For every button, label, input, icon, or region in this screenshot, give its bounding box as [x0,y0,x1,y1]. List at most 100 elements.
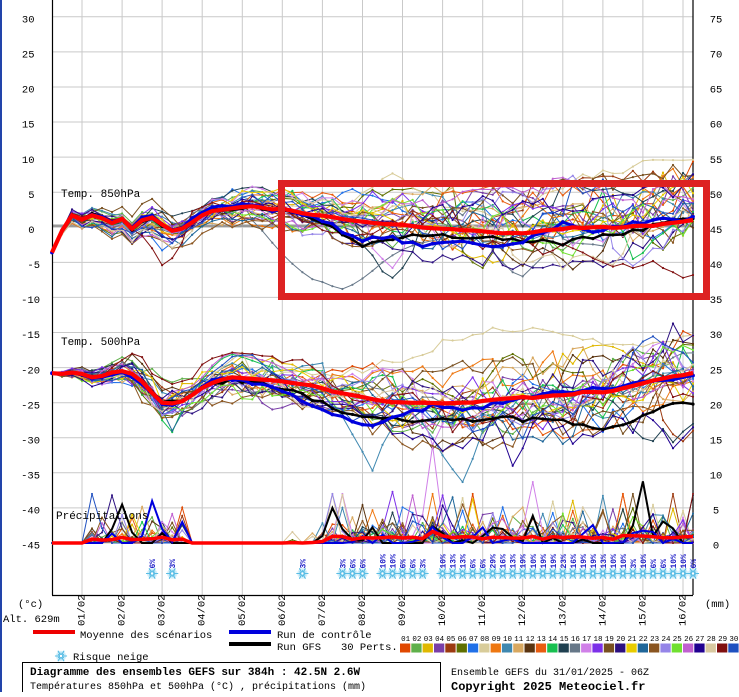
svg-text:19%: 19% [590,554,599,569]
svg-text:-5: -5 [27,260,40,272]
svg-text:09: 09 [492,636,501,644]
svg-text:6%: 6% [410,559,419,569]
svg-text:Temp. 850hPa: Temp. 850hPa [61,189,141,201]
svg-text:29: 29 [718,636,727,644]
svg-text:-30: -30 [21,436,40,448]
svg-text:07: 07 [469,636,478,644]
svg-text:26: 26 [684,636,694,644]
svg-text:02/02: 02/02 [117,594,129,626]
svg-text:15: 15 [22,120,35,132]
svg-text:3%: 3% [169,559,178,569]
svg-text:22: 22 [639,636,648,644]
svg-text:27: 27 [695,636,704,644]
svg-text:19%: 19% [540,554,549,569]
svg-text:-10: -10 [21,295,40,307]
svg-text:-45: -45 [21,541,40,553]
svg-text:16%: 16% [500,554,509,569]
svg-text:20: 20 [710,400,723,412]
svg-text:06/02: 06/02 [277,594,289,626]
svg-text:Températures 850hPa et 500hPa: Températures 850hPa et 500hPa (°C) , pré… [30,681,366,692]
svg-text:28: 28 [707,636,716,644]
svg-text:19%: 19% [550,554,559,569]
svg-text:13: 13 [537,636,547,644]
svg-text:01/02: 01/02 [77,594,89,626]
svg-text:40: 40 [710,260,723,272]
svg-text:3%: 3% [339,559,348,569]
svg-text:6%: 6% [650,559,659,569]
svg-text:55: 55 [710,155,723,167]
svg-text:5: 5 [713,506,719,518]
svg-text:12/02: 12/02 [517,594,529,626]
svg-text:13%: 13% [460,554,469,569]
svg-text:10/02: 10/02 [437,594,449,626]
svg-text:03/02: 03/02 [157,594,169,626]
svg-text:70: 70 [710,50,723,62]
svg-text:05/02: 05/02 [237,594,249,626]
svg-text:Alt. 629m: Alt. 629m [3,614,60,626]
svg-text:(mm): (mm) [705,599,730,611]
svg-text:04: 04 [435,636,445,644]
svg-text:0: 0 [713,541,719,553]
svg-text:6%: 6% [360,559,369,569]
svg-text:45: 45 [710,225,723,237]
svg-text:09/02: 09/02 [397,594,409,626]
svg-text:11: 11 [514,636,524,644]
svg-text:12: 12 [526,636,535,644]
svg-text:07/02: 07/02 [317,594,329,626]
svg-text:-25: -25 [21,400,40,412]
svg-text:Diagramme des ensembles GEFS s: Diagramme des ensembles GEFS sur 384h : … [30,667,360,679]
svg-text:3%: 3% [299,559,308,569]
svg-text:3%: 3% [630,559,639,569]
svg-text:25: 25 [22,50,35,62]
svg-text:5: 5 [28,190,34,202]
svg-text:15: 15 [560,636,570,644]
svg-text:Risque neige: Risque neige [73,652,149,664]
svg-text:50: 50 [710,190,723,202]
svg-text:02: 02 [412,636,421,644]
svg-text:23: 23 [650,636,660,644]
svg-text:30 Perts.: 30 Perts. [341,642,398,654]
svg-text:24: 24 [661,636,671,644]
svg-text:10%: 10% [440,554,449,569]
svg-text:Run GFS: Run GFS [277,642,321,654]
svg-text:10%: 10% [640,554,649,569]
svg-text:30: 30 [22,15,35,27]
svg-text:15/02: 15/02 [637,594,649,626]
svg-text:35: 35 [710,295,723,307]
svg-text:Run de contrôle: Run de contrôle [277,630,372,642]
svg-text:10%: 10% [390,554,399,569]
svg-text:08/02: 08/02 [357,594,369,626]
svg-text:0: 0 [28,225,34,237]
svg-text:10%: 10% [530,554,539,569]
svg-text:18: 18 [593,636,602,644]
svg-text:65: 65 [710,85,723,97]
svg-text:03: 03 [424,636,434,644]
svg-text:10: 10 [710,471,723,483]
svg-text:20: 20 [22,85,35,97]
svg-text:Copyright 2025 Meteociel.fr: Copyright 2025 Meteociel.fr [451,680,645,692]
svg-text:10%: 10% [680,554,689,569]
svg-text:29%: 29% [490,554,499,569]
svg-text:06: 06 [458,636,468,644]
svg-text:25: 25 [673,636,683,644]
svg-text:-20: -20 [21,365,40,377]
svg-text:04/02: 04/02 [197,594,209,626]
svg-text:Temp. 500hPa: Temp. 500hPa [61,337,141,349]
svg-text:19: 19 [605,636,614,644]
svg-text:11/02: 11/02 [477,594,489,626]
svg-text:10%: 10% [620,554,629,569]
svg-text:21: 21 [627,636,637,644]
svg-text:14: 14 [548,636,558,644]
svg-text:15: 15 [710,436,723,448]
svg-text:23%: 23% [560,554,569,569]
svg-text:16/02: 16/02 [678,594,690,626]
svg-text:05: 05 [446,636,456,644]
svg-text:6%: 6% [400,559,409,569]
svg-text:30: 30 [710,330,723,342]
svg-text:10: 10 [22,155,35,167]
svg-text:Ensemble GEFS du 31/01/2025 -: Ensemble GEFS du 31/01/2025 - 06Z [451,667,649,679]
svg-text:6%: 6% [149,559,158,569]
svg-text:20: 20 [616,636,626,644]
svg-text:19%: 19% [580,554,589,569]
svg-text:14/02: 14/02 [597,594,609,626]
